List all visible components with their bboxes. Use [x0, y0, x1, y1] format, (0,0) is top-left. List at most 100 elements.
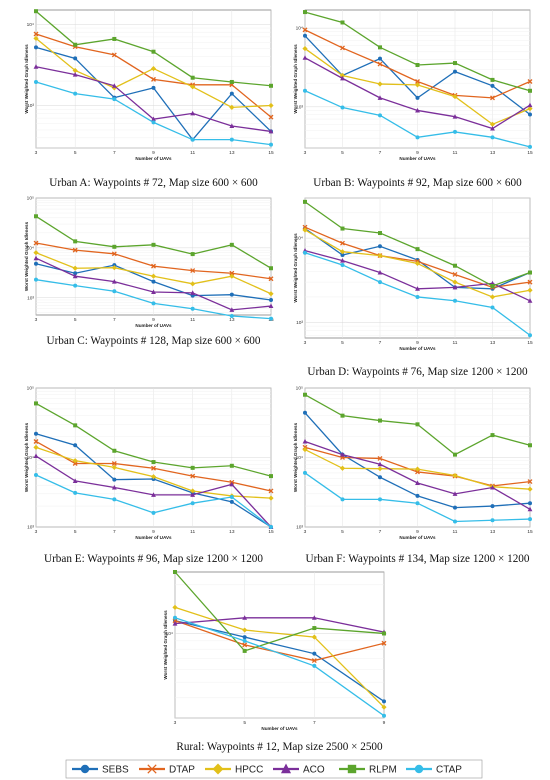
x-tick-label: 11: [190, 529, 195, 535]
data-point: [150, 65, 157, 72]
data-point: [453, 263, 457, 268]
data-point: [340, 45, 345, 51]
data-point: [151, 116, 156, 122]
data-point: [34, 401, 38, 406]
series-ctap: [303, 250, 532, 338]
x-tick-label: 9: [416, 340, 419, 346]
series-rlpm: [173, 570, 386, 653]
x-tick-label: 7: [379, 340, 382, 346]
data-point: [268, 303, 274, 309]
data-point: [34, 473, 38, 478]
chart-panel-1: 3 5 7 9 11 13 15 10³ 10⁴ Number of UAVs Worst Weig…: [24, 9, 274, 161]
x-tick-label: 3: [174, 720, 177, 726]
x-tick-label: 9: [416, 150, 419, 156]
series-aco: [33, 453, 274, 529]
data-point: [229, 79, 234, 84]
data-point: [415, 286, 420, 291]
data-point: [242, 627, 248, 633]
x-tick-label: 5: [341, 150, 344, 156]
x-tick-label: 15: [268, 150, 274, 156]
x-tick-label: 5: [74, 529, 77, 535]
x-tick-label: 3: [304, 150, 307, 156]
y-axis-label: Worst Weighted Graph Idleness: [24, 422, 29, 492]
data-point: [377, 461, 383, 467]
series-rlpm: [34, 401, 273, 479]
data-point: [453, 452, 457, 457]
data-point: [340, 226, 345, 231]
data-point: [112, 244, 117, 249]
x-tick-label: 9: [152, 150, 155, 156]
series-rlpm: [303, 392, 532, 457]
data-point: [311, 634, 317, 640]
data-point: [312, 626, 317, 631]
x-tick-label: 15: [527, 340, 533, 346]
data-point: [268, 495, 274, 501]
series-hpcc: [302, 227, 533, 300]
data-point: [382, 699, 386, 704]
data-point: [490, 504, 495, 509]
legend-marker: [212, 763, 224, 775]
x-tick-label: 11: [453, 150, 458, 156]
x-tick-label: 11: [190, 317, 195, 323]
data-point: [229, 499, 234, 504]
chart-caption: Rural: Waypoints # 12, Map size 2500 × 2…: [176, 741, 383, 753]
data-point: [269, 474, 273, 479]
data-point: [34, 431, 38, 436]
data-point: [303, 410, 307, 415]
data-point: [527, 506, 533, 512]
x-axis-label: Number of UAVs: [261, 726, 298, 731]
data-point: [340, 413, 345, 418]
data-point: [229, 481, 235, 487]
data-point: [378, 418, 382, 423]
x-tick-label: 3: [304, 529, 307, 535]
data-point: [268, 276, 274, 282]
data-point: [490, 77, 495, 82]
series-ctap: [303, 470, 532, 524]
series-aco: [302, 55, 533, 131]
data-point: [490, 484, 495, 490]
y-tick-label: 10⁵: [27, 386, 34, 392]
chart-panel-5: 3 5 7 9 11 13 15 10³ 10⁴ 10⁵ Number of UAVs Worst W…: [24, 386, 274, 540]
data-point: [242, 648, 247, 653]
legend-marker: [414, 764, 424, 774]
x-tick-label: 13: [229, 317, 235, 323]
x-tick-label: 13: [229, 529, 235, 535]
data-point: [378, 45, 382, 50]
data-point: [151, 85, 156, 90]
y-tick-label: 10⁴: [296, 455, 303, 461]
legend-label: ACO: [303, 765, 325, 776]
legend-marker: [280, 763, 292, 774]
x-tick-label: 5: [341, 529, 344, 535]
data-point: [33, 439, 39, 444]
chart-caption: Urban B: Waypoints # 92, Map size 600 × …: [313, 177, 522, 189]
data-point: [303, 392, 307, 397]
data-point: [528, 333, 532, 338]
data-point: [414, 466, 421, 472]
data-point: [72, 458, 78, 464]
data-point: [382, 631, 386, 636]
data-point: [527, 105, 533, 112]
data-point: [303, 10, 307, 15]
y-axis-label: Worst Weighted Graph Idleness: [24, 44, 29, 114]
data-point: [453, 519, 457, 524]
data-point: [73, 91, 78, 96]
series-aco: [33, 64, 274, 134]
data-point: [378, 56, 382, 61]
data-point: [172, 621, 178, 626]
data-point: [377, 466, 383, 472]
legend-item-sebs: SEBS: [72, 765, 129, 776]
data-point: [242, 642, 248, 648]
data-point: [415, 469, 420, 475]
legend-label: DTAP: [169, 765, 195, 776]
data-point: [190, 252, 195, 257]
x-tick-label: 7: [313, 720, 316, 726]
legend-label: CTAP: [436, 765, 462, 776]
data-point: [528, 144, 532, 149]
data-point: [112, 36, 117, 41]
data-point: [528, 270, 532, 275]
data-point: [415, 95, 420, 100]
y-tick-label: 10⁵: [27, 196, 34, 202]
x-tick-label: 13: [229, 150, 235, 156]
